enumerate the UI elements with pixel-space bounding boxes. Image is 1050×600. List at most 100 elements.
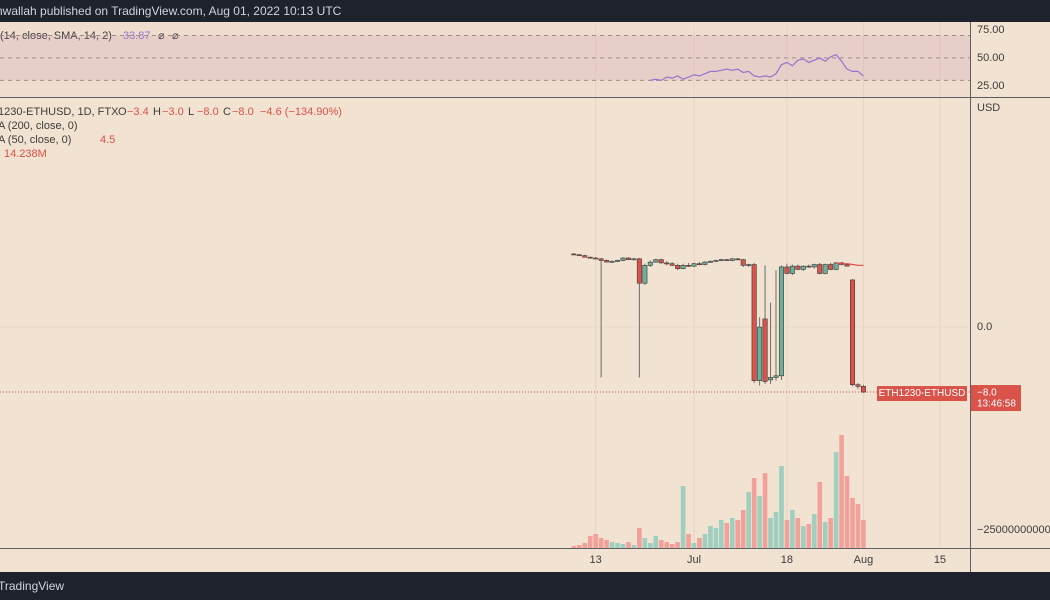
volume-bar [801,526,806,548]
volume-bar [576,545,582,548]
volume-bar [593,534,598,548]
candle-body [778,266,784,377]
change: −4.6 (−134.90%) [260,106,342,118]
volume-bar [719,520,724,548]
rsi-tick-label: 25.00 [977,80,1005,92]
ohlc-value: −3.0 [162,106,184,118]
volume-bar [784,520,790,548]
volume-bar [648,543,653,548]
indicator: A (50, close, 0) [0,134,71,146]
volume-bar [839,435,844,548]
x-tick-label: Aug [854,554,874,566]
ohlc-value: −8.0 [232,106,254,118]
volume-bar [615,543,620,548]
volume-bar [746,492,751,548]
candle-body [598,258,604,261]
candle-body [664,262,670,265]
symbol-tag [877,386,967,402]
rsi-legend: (14, close, SMA, 14, 2) [0,30,112,42]
volume-bar [833,452,839,548]
volume-bar [708,526,713,548]
x-tick-label: Jul [687,554,701,566]
candle-body [604,260,610,263]
volume-bar [724,523,730,548]
candle-body [729,258,735,261]
indicator: A (200, close, 0) [0,120,78,132]
ohlc-key: H [153,106,161,118]
candle-body [735,258,741,261]
candle-body [844,264,850,267]
candle-body [691,263,697,267]
volume-axis-label: −250000000000 [977,524,1050,536]
volume-bar [729,518,735,548]
candle-body [642,265,648,284]
candle-body [718,259,724,261]
candle-body [636,258,642,284]
indicator-value: 4.5 [100,134,115,146]
candle-body [850,279,856,386]
candle-body [631,258,637,261]
candle-body [696,263,702,266]
volume-bar [790,510,795,548]
candle-body [702,261,708,265]
currency: USD [977,102,1000,114]
candle-body [675,265,681,269]
rsi-tick-label: 75.00 [977,24,1005,36]
candle-body [740,259,746,266]
volume-bar [773,512,779,548]
candle-body [680,265,686,269]
top-bar [0,0,1050,22]
volume-bar [669,544,675,548]
candle-body [822,264,828,274]
ma50-line [836,262,864,266]
candle-body [757,326,763,381]
candle-body [653,259,659,263]
candle-body [833,262,839,270]
volume-bar [664,542,670,548]
volume-bar [757,496,762,548]
volume-bar [587,536,593,548]
candle-body [713,260,719,262]
volume-bar [844,476,850,548]
candle-body [828,264,834,270]
volume-bar [658,540,664,548]
candle-body [625,257,631,260]
rsi-pane [0,22,970,97]
candle-body [647,261,653,266]
candle-body [593,257,599,260]
candle-body [762,318,768,382]
volume-bar [680,486,686,548]
candle-body [800,265,806,270]
volume-bar [740,510,746,548]
volume-label: 14.238M [4,148,47,160]
ohlc-value: −8.0 [197,106,219,118]
candle-body [751,264,757,381]
volume-bar [697,538,702,548]
symbol-tag-text: ETH1230-ETHUSD [879,388,966,399]
volume-bar [582,543,588,548]
candle-body [855,384,861,387]
candle-body [686,265,692,267]
candle-body [587,256,593,259]
volume-bar [620,544,626,548]
volume-bar [751,478,757,548]
volume-bar [609,542,615,548]
candle-body [609,260,615,263]
candle-body [789,265,795,274]
candle-body [811,264,817,268]
symbol: 1230-ETHUSD, 1D, FTX [0,106,119,118]
ohlc-key: O [118,106,127,118]
volume-bar [702,534,708,548]
volume-bar [653,536,659,548]
volume-bar [604,540,609,548]
rsi-na: ⌀ [172,30,179,42]
price-tag-text: −8.0 [977,388,997,399]
volume-bar [828,518,833,548]
ohlc-key: C [223,106,231,118]
candle-body [724,259,730,261]
volume-bar [642,538,648,548]
countdown-text: 13:46:58 [977,399,1016,410]
